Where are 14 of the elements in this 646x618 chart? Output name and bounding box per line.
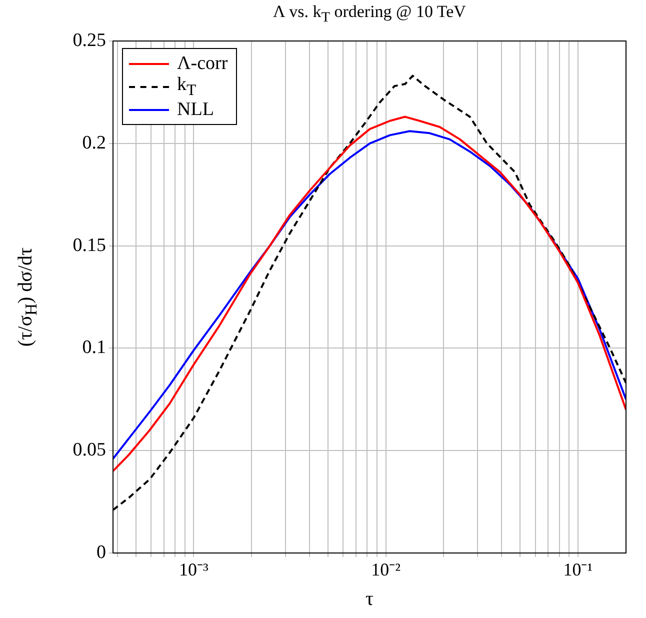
y-tick-label: 0.2 xyxy=(82,132,106,154)
x-tick-label: 10⁻³ xyxy=(179,560,210,580)
y-tick-label: 0 xyxy=(96,542,106,563)
y-tick-label: 0.05 xyxy=(72,440,106,461)
legend-label: Λ-corr xyxy=(177,52,228,74)
y-tick-label: 0.25 xyxy=(72,30,106,51)
x-tick-label: 10⁻² xyxy=(371,560,401,580)
y-tick-label: 0.15 xyxy=(72,234,106,256)
y-tick-label: 0.1 xyxy=(82,337,106,358)
legend-label: NLL xyxy=(177,98,214,120)
chart-title: Λ vs. k$_{T}$ ordering @ 10 TeV xyxy=(272,2,467,26)
x-axis-title: τ xyxy=(364,588,375,611)
legend-label: k$_{T}$ xyxy=(177,74,196,100)
x-tick-label: 10⁻¹ xyxy=(563,560,593,580)
